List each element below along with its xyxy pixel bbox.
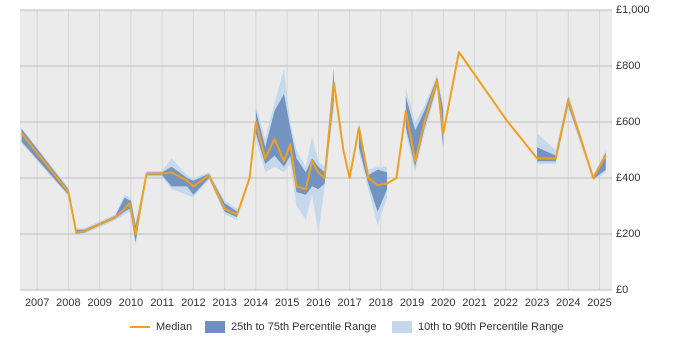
x-tick-label: 2007	[25, 297, 49, 309]
y-tick-label: £0	[616, 284, 628, 296]
x-tick-label: 2013	[212, 297, 236, 309]
y-tick-label: £600	[616, 116, 640, 128]
y-tick-label: £800	[616, 60, 640, 72]
x-tick-label: 2023	[525, 297, 549, 309]
x-tick-label: 2008	[56, 297, 80, 309]
y-tick-label: £400	[616, 172, 640, 184]
legend-swatch	[205, 321, 225, 333]
x-tick-label: 2017	[337, 297, 361, 309]
x-tick-label: 2012	[181, 297, 205, 309]
y-tick-label: £1,000	[616, 4, 650, 16]
legend-label: Median	[156, 321, 192, 333]
legend-label: 10th to 90th Percentile Range	[418, 321, 564, 333]
x-tick-label: 2016	[306, 297, 330, 309]
x-tick-label: 2021	[462, 297, 486, 309]
x-tick-label: 2011	[150, 297, 174, 309]
x-tick-label: 2020	[431, 297, 455, 309]
y-tick-label: £200	[616, 228, 640, 240]
legend-swatch	[392, 321, 412, 333]
x-tick-label: 2019	[400, 297, 424, 309]
percentile-band	[21, 66, 606, 246]
x-tick-label: 2015	[275, 297, 299, 309]
x-tick-label: 2018	[369, 297, 393, 309]
x-tick-label: 2010	[119, 297, 143, 309]
median-line	[20, 51, 607, 235]
x-tick-label: 2025	[587, 297, 611, 309]
x-tick-label: 2009	[87, 297, 111, 309]
x-tick-label: 2022	[494, 297, 518, 309]
legend-label: 25th to 75th Percentile Range	[231, 321, 377, 333]
plot-area	[20, 10, 612, 290]
x-tick-label: 2024	[556, 297, 580, 309]
x-tick-label: 2014	[244, 297, 268, 309]
